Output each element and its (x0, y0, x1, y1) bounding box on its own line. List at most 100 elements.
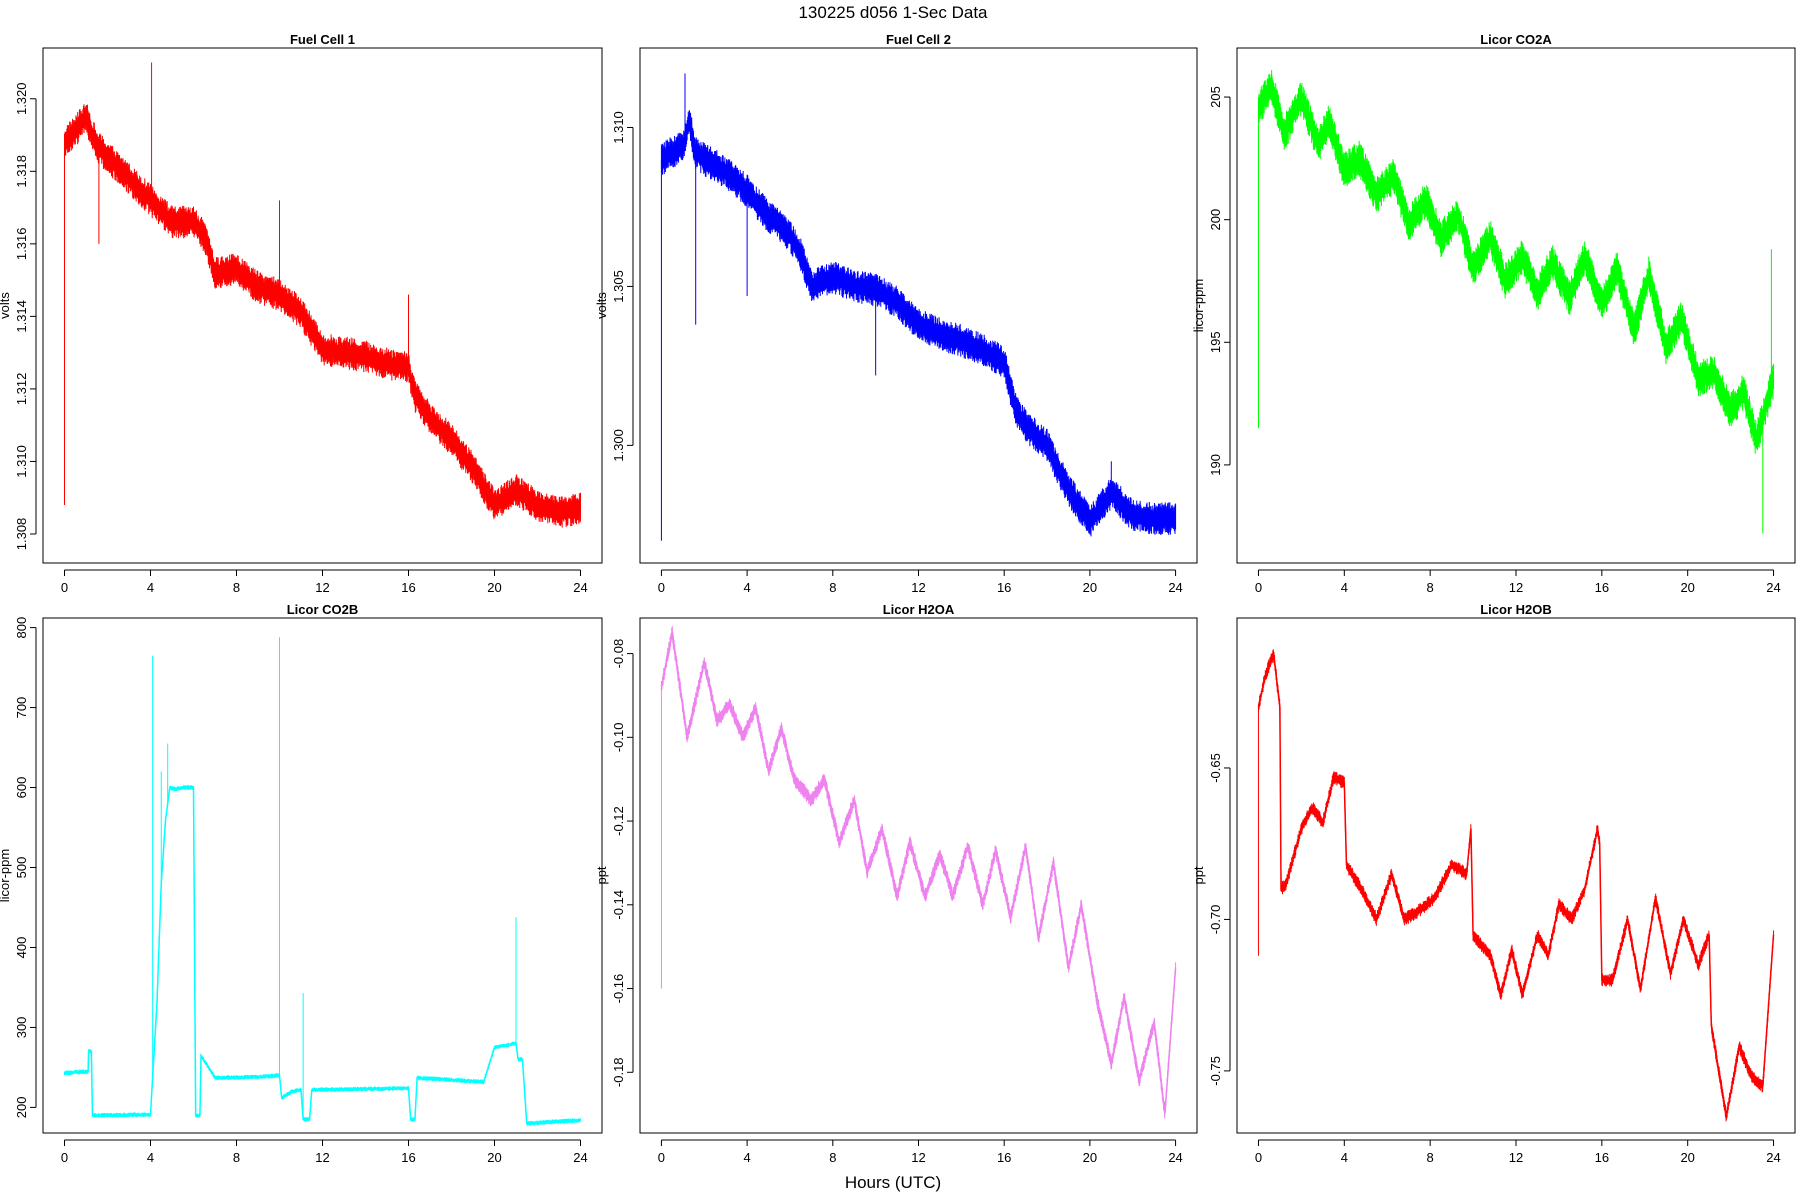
data-trace (660, 110, 1177, 537)
y-tick-label: 1.312 (14, 373, 29, 406)
y-tick-label: 1.310 (14, 445, 29, 478)
y-tick-label: 1.310 (611, 111, 626, 144)
y-axis: 200 300 400 500 600 700 800 (14, 617, 37, 1119)
figure-title: 130225 d056 1-Sec Data (798, 3, 988, 22)
x-tick-label: 12 (911, 1150, 925, 1165)
plot-frame (1236, 617, 1796, 1134)
plot-frame (639, 47, 1198, 564)
x-tick-label: 16 (997, 580, 1011, 595)
series-line (63, 62, 581, 528)
x-tick-label: 20 (1680, 1150, 1694, 1165)
y-tick-label: -0.10 (611, 723, 626, 753)
y-axis: -0.75 -0.70 -0.65 (1208, 753, 1231, 1086)
data-trace (64, 785, 581, 1126)
panel-title: Licor CO2B (287, 602, 359, 617)
y-tick-label: 1.316 (14, 228, 29, 261)
plot-frame (1236, 47, 1796, 564)
series-line (660, 73, 1177, 541)
x-tick-label: 16 (1595, 1150, 1609, 1165)
y-axis-label: licor-ppm (0, 849, 12, 902)
plot-frame (42, 617, 603, 1134)
x-tick-label: 16 (997, 1150, 1011, 1165)
x-tick-label: 24 (1766, 580, 1780, 595)
x-tick-label: 12 (315, 1150, 329, 1165)
x-tick-label: 8 (829, 1150, 836, 1165)
panel-title: Fuel Cell 1 (290, 32, 355, 47)
x-tick-label: 4 (147, 1150, 154, 1165)
x-tick-label: 0 (658, 580, 665, 595)
x-tick-label: 20 (1083, 580, 1097, 595)
y-axis: 1.300 1.305 1.310 (611, 111, 634, 462)
panel-licor-h2ob: Licor H2OB ppt 0 4 8 12 16 20 24 -0.75 -0.70 -0.65 (1191, 602, 1796, 1165)
y-tick-label: 400 (14, 937, 29, 959)
y-tick-label: -0.08 (611, 639, 626, 669)
panel-title: Licor H2OA (883, 602, 955, 617)
x-tick-label: 4 (1341, 580, 1348, 595)
x-tick-label: 8 (1427, 1150, 1434, 1165)
data-mean-trace (661, 120, 1176, 523)
data-trace (1257, 649, 1775, 1122)
x-tick-label: 4 (743, 1150, 750, 1165)
x-tick-label: 24 (573, 1150, 587, 1165)
y-tick-label: 300 (14, 1017, 29, 1039)
x-axis: 0 4 8 12 16 20 24 (61, 1139, 588, 1165)
x-tick-label: 0 (1255, 580, 1262, 595)
y-tick-label: 1.308 (14, 518, 29, 551)
y-axis-label: ppt (1191, 866, 1206, 884)
plot-frame (42, 47, 603, 564)
panel-title: Fuel Cell 2 (886, 32, 951, 47)
x-tick-label: 12 (911, 580, 925, 595)
x-axis: 0 4 8 12 16 20 24 (1255, 569, 1781, 595)
x-tick-label: 8 (233, 1150, 240, 1165)
x-tick-label: 0 (61, 580, 68, 595)
x-tick-label: 20 (1083, 1150, 1097, 1165)
y-tick-label: 800 (14, 617, 29, 639)
x-tick-label: 4 (1341, 1150, 1348, 1165)
series-line (64, 637, 581, 1126)
x-axis: 0 4 8 12 16 20 24 (658, 1139, 1183, 1165)
x-tick-label: 20 (487, 580, 501, 595)
series-line (1257, 649, 1775, 1122)
data-trace (64, 104, 581, 528)
y-tick-label: 195 (1208, 331, 1223, 353)
y-tick-label: -0.16 (611, 974, 626, 1004)
y-tick-label: 200 (1208, 209, 1223, 231)
y-tick-label: -0.70 (1208, 905, 1223, 935)
panel-licor-co2a: Licor CO2A licor-ppm 0 4 8 12 16 20 24 190 195 200 2… (1191, 32, 1796, 595)
x-tick-label: 16 (1595, 580, 1609, 595)
x-tick-label: 8 (233, 580, 240, 595)
x-axis: 0 4 8 12 16 20 24 (658, 569, 1183, 595)
data-mean-trace (1257, 652, 1775, 1117)
data-mean-trace (660, 632, 1177, 1115)
y-axis-label: licor-ppm (1191, 279, 1206, 332)
y-tick-label: 1.300 (611, 429, 626, 462)
panel-title: Licor CO2A (1480, 32, 1552, 47)
y-tick-label: 190 (1208, 454, 1223, 476)
y-tick-label: 1.318 (14, 155, 29, 188)
x-axis: 0 4 8 12 16 20 24 (61, 569, 588, 595)
x-tick-label: 12 (315, 580, 329, 595)
y-tick-label: 200 (14, 1097, 29, 1119)
x-tick-label: 0 (1255, 1150, 1262, 1165)
series-line (660, 626, 1177, 1119)
data-trace (1257, 70, 1775, 454)
x-axis-label: Hours (UTC) (845, 1173, 941, 1192)
data-mean-trace (64, 786, 581, 1125)
y-tick-label: -0.18 (611, 1057, 626, 1087)
x-tick-label: 24 (1168, 580, 1182, 595)
x-tick-label: 0 (61, 1150, 68, 1165)
plot-frame (639, 617, 1198, 1134)
y-tick-label: 600 (14, 777, 29, 799)
x-tick-label: 12 (1509, 1150, 1523, 1165)
x-tick-label: 8 (1427, 580, 1434, 595)
y-axis-label: ppt (594, 866, 609, 884)
y-tick-label: 700 (14, 697, 29, 719)
y-tick-label: 1.314 (14, 300, 29, 333)
x-tick-label: 12 (1509, 580, 1523, 595)
y-tick-label: 1.305 (611, 270, 626, 303)
y-axis: 190 195 200 205 (1208, 86, 1231, 476)
x-tick-label: 16 (401, 580, 415, 595)
x-tick-label: 24 (1766, 1150, 1780, 1165)
